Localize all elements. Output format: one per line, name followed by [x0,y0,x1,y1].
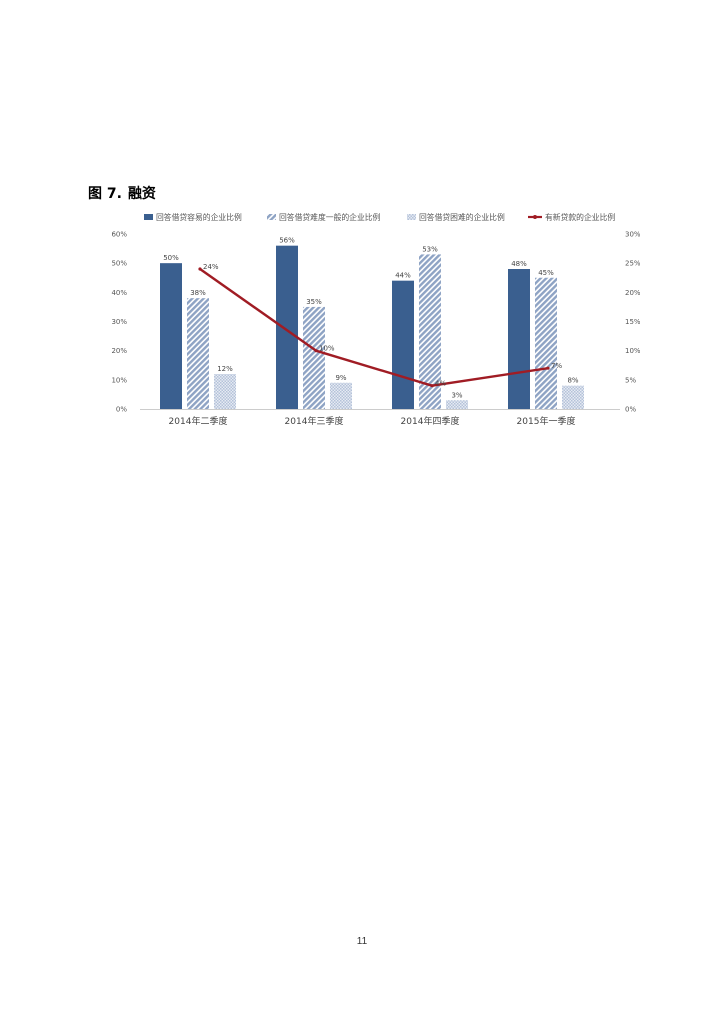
bar-label-1-1: 50% [163,254,179,262]
line-series-path [199,268,549,387]
legend-swatch-2 [267,214,276,220]
right-y-axis: 0% 5% 10% 15% 20% 25% 30% [625,231,640,414]
figure-title-text: 融资 [127,186,156,202]
x-tick-label-1: 2014年二季度 [169,415,228,427]
line-point-2 [314,349,318,353]
left-tick-label: 10% [111,376,127,384]
bar-label-3-2: 9% [335,374,346,382]
figure-title: 图 7. 融资 [88,183,162,203]
figure-label: 图 7. [88,186,122,202]
chart-legend: 回答借贷容易的企业比例 回答借贷难度一般的企业比例 回答借贷困难的企业比例 有新贷款的… [144,212,615,222]
left-tick-label: 0% [116,406,127,414]
right-tick-label: 15% [625,318,640,326]
left-tick-label: 50% [111,260,127,268]
financing-chart: 回答借贷容易的企业比例 回答借贷难度一般的企业比例 回答借贷困难的企业比例 有新贷款的… [111,212,640,427]
legend-label-3: 回答借贷困难的企业比例 [419,212,505,222]
bar-label-3-3: 3% [451,391,462,399]
bar-label-2-3: 53% [422,245,438,253]
legend-label-1: 回答借贷容易的企业比例 [156,212,242,222]
right-tick-label: 20% [625,289,640,297]
bar-label-2-1: 38% [190,289,206,297]
bar-series: 50% 38% 12% 56% 35% 9% 44% 53% 3% 48% 45% 8% [160,237,584,409]
x-tick-label-2: 2014年三季度 [285,415,344,427]
page-number: 11 [356,936,368,947]
bar-1-4 [508,269,530,409]
legend-marker-4 [533,215,537,219]
right-tick-label: 5% [625,376,636,384]
left-tick-label: 30% [111,318,127,326]
left-tick-label: 60% [111,231,127,239]
bar-label-3-1: 12% [217,365,233,373]
bar-label-1-3: 44% [395,272,411,280]
bar-label-3-4: 8% [567,377,578,385]
bar-2-2 [303,306,325,409]
bar-2-4 [535,277,557,409]
bar-label-2-2: 35% [306,298,322,306]
line-label-1: 24% [203,263,219,271]
bar-label-1-4: 48% [511,260,527,268]
line-point-4 [546,366,550,370]
left-y-axis: 0% 10% 20% 30% 40% 50% 60% [111,231,127,414]
bar-1-2 [276,245,298,409]
bar-2-3 [419,254,441,409]
bar-label-1-2: 56% [279,237,295,245]
right-tick-label: 30% [625,231,640,239]
left-tick-label: 20% [111,347,127,355]
bar-1-1 [160,263,182,409]
right-tick-label: 10% [625,347,640,355]
bar-3-2 [330,382,352,409]
line-point-3 [430,384,434,388]
line-point-1 [198,267,202,271]
line-label-3: 4% [435,380,446,388]
legend-swatch-1 [144,214,153,220]
bar-2-1 [187,298,209,409]
x-tick-label-3: 2014年四季度 [401,415,460,427]
bar-3-1 [214,374,236,409]
left-tick-label: 40% [111,289,127,297]
x-tick-label-4: 2015年一季度 [517,415,576,427]
bar-3-4 [562,385,584,409]
line-series: 24% 10% 4% 7% [198,263,562,388]
legend-label-4: 有新贷款的企业比例 [545,212,615,222]
right-tick-label: 25% [625,260,640,268]
x-axis: 2014年二季度 2014年三季度 2014年四季度 2015年一季度 [140,409,620,427]
bar-1-3 [392,280,414,409]
line-label-4: 7% [551,362,562,370]
line-label-2: 10% [319,345,335,353]
bar-3-3 [446,400,468,409]
right-tick-label: 0% [625,406,636,414]
legend-label-2: 回答借贷难度一般的企业比例 [279,212,381,222]
bar-label-2-4: 45% [538,269,554,277]
legend-swatch-3 [407,214,416,220]
